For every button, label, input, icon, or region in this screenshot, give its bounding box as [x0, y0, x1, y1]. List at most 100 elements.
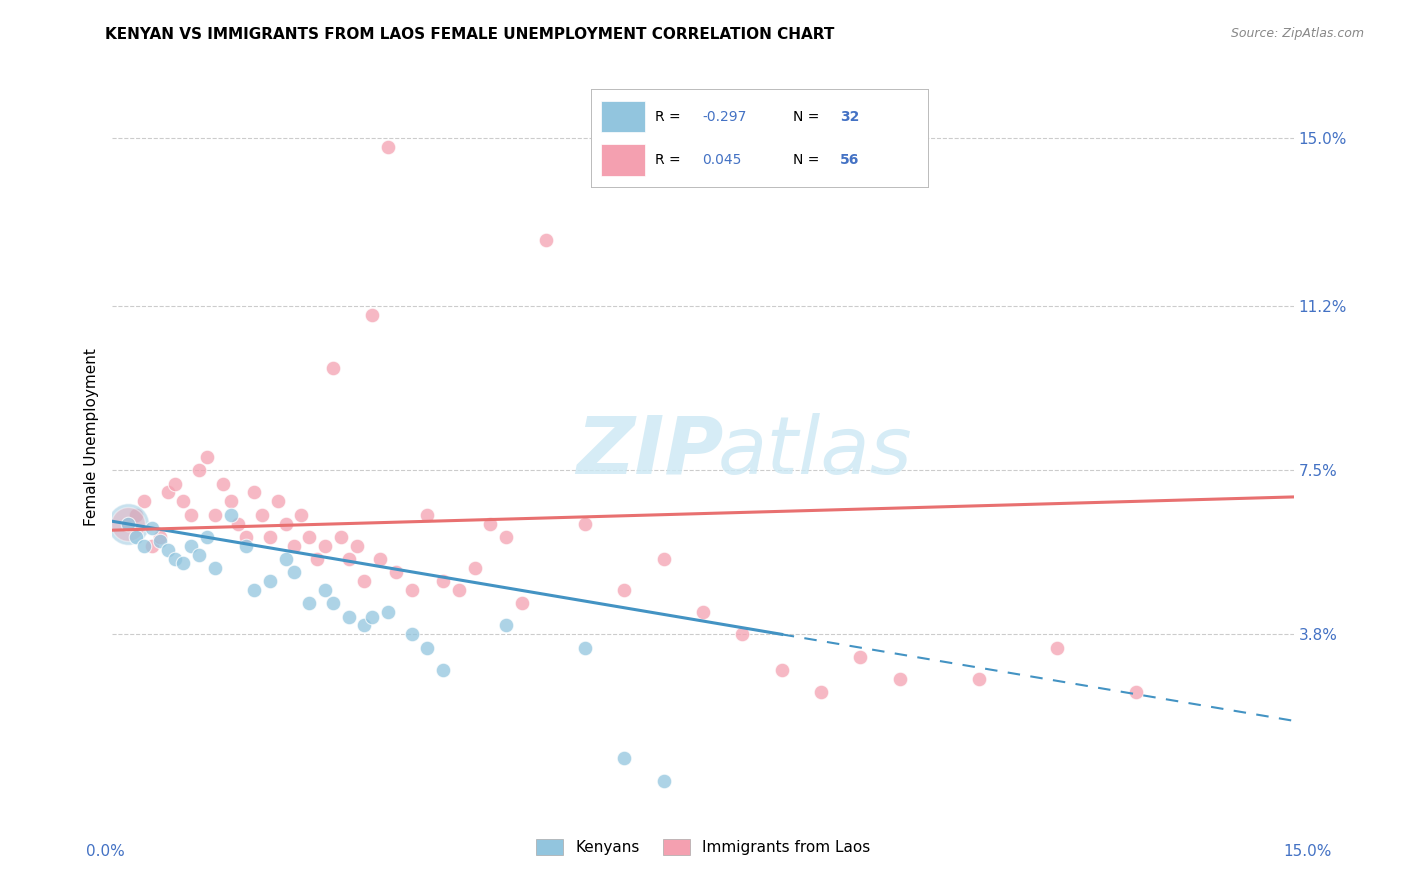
Point — [510, 596, 533, 610]
Point — [298, 530, 321, 544]
Text: N =: N = — [793, 110, 820, 124]
Point — [274, 552, 297, 566]
Point — [353, 574, 375, 589]
Point — [652, 552, 675, 566]
Point — [322, 596, 344, 610]
Point — [329, 530, 352, 544]
Point — [432, 574, 454, 589]
Point — [337, 609, 360, 624]
Point — [235, 530, 257, 544]
Point — [322, 361, 344, 376]
Point — [337, 552, 360, 566]
Point — [574, 640, 596, 655]
Point — [401, 582, 423, 597]
Text: -0.297: -0.297 — [702, 110, 747, 124]
Point — [172, 494, 194, 508]
Text: N =: N = — [793, 153, 820, 167]
Point — [250, 508, 273, 522]
Point — [298, 596, 321, 610]
Point — [314, 582, 336, 597]
Point — [967, 672, 990, 686]
Point — [534, 233, 557, 247]
Point — [1046, 640, 1069, 655]
Point — [267, 494, 290, 508]
FancyBboxPatch shape — [600, 145, 644, 176]
Text: R =: R = — [655, 153, 681, 167]
Text: R =: R = — [655, 110, 681, 124]
Point — [228, 516, 250, 531]
Text: 15.0%: 15.0% — [1284, 845, 1331, 859]
Point — [770, 663, 793, 677]
Point — [849, 649, 872, 664]
Point — [204, 508, 226, 522]
Text: 0.045: 0.045 — [702, 153, 741, 167]
Point — [259, 530, 281, 544]
Point — [165, 476, 187, 491]
Point — [259, 574, 281, 589]
Point — [368, 552, 391, 566]
Point — [307, 552, 329, 566]
Point — [117, 516, 139, 531]
Point — [180, 508, 202, 522]
Point — [195, 530, 218, 544]
Point — [495, 618, 517, 632]
Point — [156, 543, 179, 558]
Point — [117, 516, 139, 531]
Point — [219, 508, 242, 522]
Point — [447, 582, 470, 597]
Point — [117, 516, 139, 531]
Point — [149, 530, 172, 544]
Point — [613, 751, 636, 765]
Point — [416, 508, 439, 522]
Point — [180, 539, 202, 553]
Text: 32: 32 — [841, 110, 859, 124]
Point — [652, 773, 675, 788]
Point — [141, 539, 163, 553]
Text: KENYAN VS IMMIGRANTS FROM LAOS FEMALE UNEMPLOYMENT CORRELATION CHART: KENYAN VS IMMIGRANTS FROM LAOS FEMALE UN… — [105, 27, 835, 42]
Point — [149, 534, 172, 549]
Point — [464, 561, 486, 575]
Point — [125, 508, 148, 522]
Point — [235, 539, 257, 553]
Point — [314, 539, 336, 553]
Point — [385, 566, 408, 580]
Point — [810, 685, 832, 699]
Point — [377, 139, 399, 153]
Point — [353, 618, 375, 632]
Point — [479, 516, 502, 531]
Point — [432, 663, 454, 677]
Point — [156, 485, 179, 500]
Point — [132, 539, 155, 553]
Point — [574, 516, 596, 531]
Point — [172, 557, 194, 571]
Point — [132, 494, 155, 508]
Text: atlas: atlas — [718, 413, 912, 491]
Text: ZIP: ZIP — [576, 413, 724, 491]
Point — [274, 516, 297, 531]
Text: Source: ZipAtlas.com: Source: ZipAtlas.com — [1230, 27, 1364, 40]
Point — [692, 605, 714, 619]
Point — [1125, 685, 1147, 699]
Point — [416, 640, 439, 655]
Point — [117, 516, 139, 531]
Point — [188, 548, 211, 562]
Point — [346, 539, 368, 553]
Point — [283, 539, 305, 553]
Point — [361, 308, 384, 322]
Point — [243, 485, 266, 500]
FancyBboxPatch shape — [600, 101, 644, 132]
Point — [211, 476, 233, 491]
Point — [377, 605, 399, 619]
Point — [243, 582, 266, 597]
Point — [165, 552, 187, 566]
Point — [361, 609, 384, 624]
Point — [290, 508, 312, 522]
Legend: Kenyans, Immigrants from Laos: Kenyans, Immigrants from Laos — [530, 833, 876, 861]
Y-axis label: Female Unemployment: Female Unemployment — [83, 348, 98, 526]
Point — [195, 450, 218, 464]
Text: 0.0%: 0.0% — [86, 845, 125, 859]
Point — [283, 566, 305, 580]
Point — [401, 627, 423, 641]
Point — [141, 521, 163, 535]
Point — [219, 494, 242, 508]
